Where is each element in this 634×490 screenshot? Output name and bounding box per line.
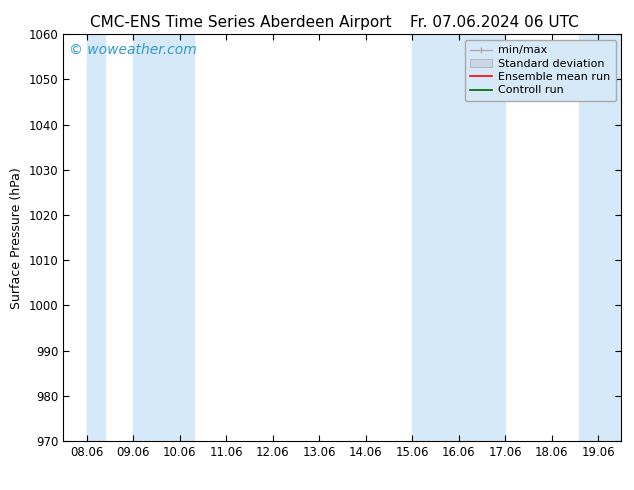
Bar xyxy=(579,34,621,441)
Bar xyxy=(87,34,105,441)
Legend: min/max, Standard deviation, Ensemble mean run, Controll run: min/max, Standard deviation, Ensemble me… xyxy=(465,40,616,101)
Text: © woweather.com: © woweather.com xyxy=(69,43,197,56)
Bar xyxy=(133,34,193,441)
Bar xyxy=(412,34,505,441)
Text: Fr. 07.06.2024 06 UTC: Fr. 07.06.2024 06 UTC xyxy=(410,15,579,30)
Y-axis label: Surface Pressure (hPa): Surface Pressure (hPa) xyxy=(10,167,23,309)
Text: CMC-ENS Time Series Aberdeen Airport: CMC-ENS Time Series Aberdeen Airport xyxy=(90,15,392,30)
